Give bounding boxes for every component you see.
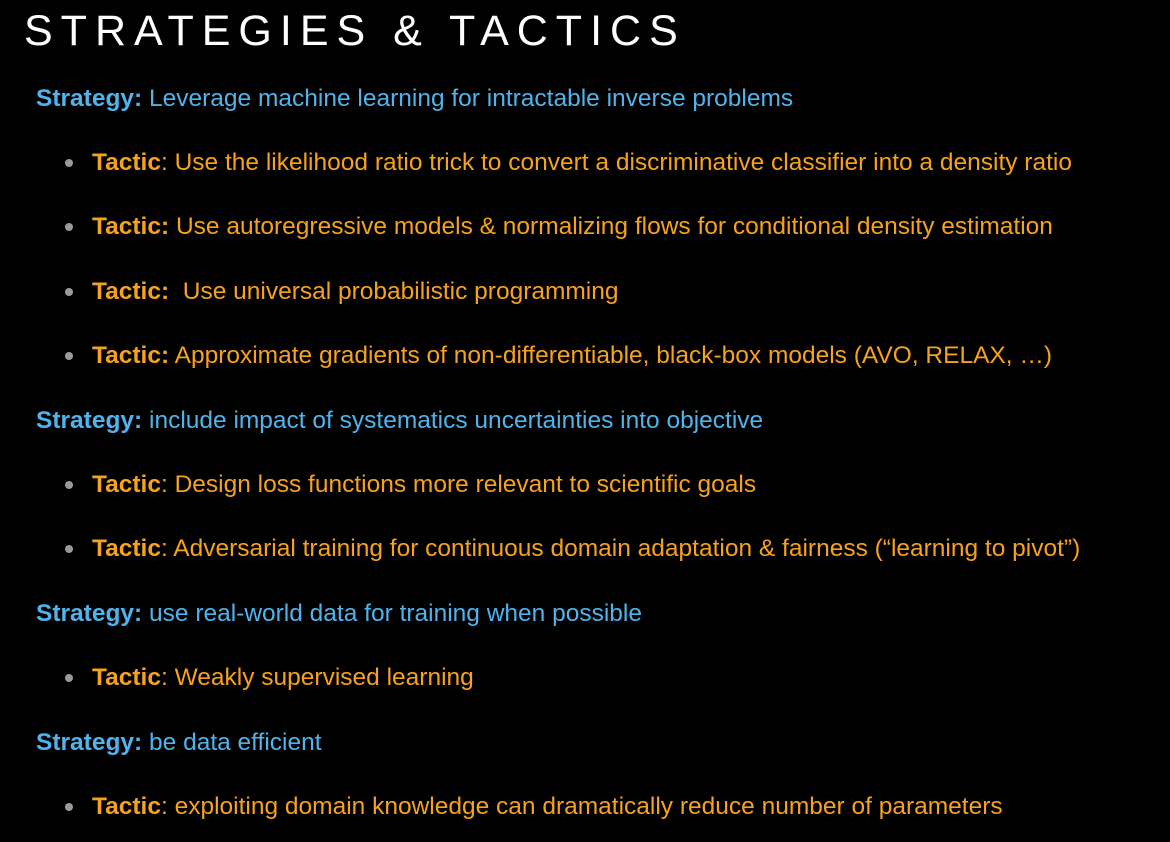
strategy-line: Strategy: Leverage machine learning for … — [36, 84, 793, 114]
strategy-label: Strategy: — [36, 407, 143, 434]
tactic-text: Approximate gradients of non-differentia… — [169, 342, 1053, 369]
strategy-label: Strategy: — [36, 729, 143, 756]
strategy-line: Strategy: be data efficient — [36, 728, 322, 758]
tactic-label: Tactic: — [92, 278, 170, 305]
slide-title: STRATEGIES & TACTICS — [24, 7, 686, 55]
tactic-label: Tactic — [92, 535, 161, 562]
strategy-text: Leverage machine learning for intractabl… — [142, 85, 794, 112]
bullet-icon — [65, 223, 73, 231]
strategy-line: Strategy: use real-world data for traini… — [36, 599, 642, 629]
tactic-line: Tactic: Approximate gradients of non-dif… — [65, 341, 1053, 371]
tactic-text: : Adversarial training for continuous do… — [161, 535, 1081, 562]
bullet-icon — [65, 288, 73, 296]
tactic-label: Tactic — [92, 149, 161, 176]
strategy-text: include impact of systematics uncertaint… — [142, 407, 764, 434]
tactic-text: Use autoregressive models & normalizing … — [169, 213, 1053, 240]
bullet-icon — [65, 352, 73, 360]
tactic-text: : Use the likelihood ratio trick to conv… — [161, 149, 1072, 176]
bullet-icon — [65, 674, 73, 682]
tactic-line: Tactic: Adversarial training for continu… — [65, 534, 1081, 564]
tactic-line: Tactic: Use the likelihood ratio trick t… — [65, 148, 1072, 178]
strategy-label: Strategy: — [36, 85, 143, 112]
strategy-text: use real-world data for training when po… — [142, 600, 643, 627]
strategy-text: be data efficient — [142, 729, 322, 756]
tactic-label: Tactic — [92, 793, 161, 820]
strategy-line: Strategy: include impact of systematics … — [36, 406, 763, 436]
tactic-line: Tactic: Weakly supervised learning — [65, 663, 474, 693]
tactic-line: Tactic: Use autoregressive models & norm… — [65, 212, 1053, 242]
tactic-label: Tactic — [92, 471, 161, 498]
tactic-text: : Design loss functions more relevant to… — [161, 471, 757, 498]
tactic-label: Tactic: — [92, 342, 170, 369]
bullet-icon — [65, 481, 73, 489]
tactic-line: Tactic: exploiting domain knowledge can … — [65, 792, 1003, 822]
tactic-text: : Weakly supervised learning — [161, 664, 474, 691]
bullet-icon — [65, 159, 73, 167]
bullet-icon — [65, 803, 73, 811]
tactic-line: Tactic: Use universal probabilistic prog… — [65, 277, 619, 307]
tactic-label: Tactic — [92, 664, 161, 691]
tactic-line: Tactic: Design loss functions more relev… — [65, 470, 757, 500]
tactic-text: : exploiting domain knowledge can dramat… — [161, 793, 1003, 820]
strategy-label: Strategy: — [36, 600, 143, 627]
tactic-text: Use universal probabilistic programming — [169, 278, 619, 305]
tactic-label: Tactic: — [92, 213, 170, 240]
bullet-icon — [65, 545, 73, 553]
